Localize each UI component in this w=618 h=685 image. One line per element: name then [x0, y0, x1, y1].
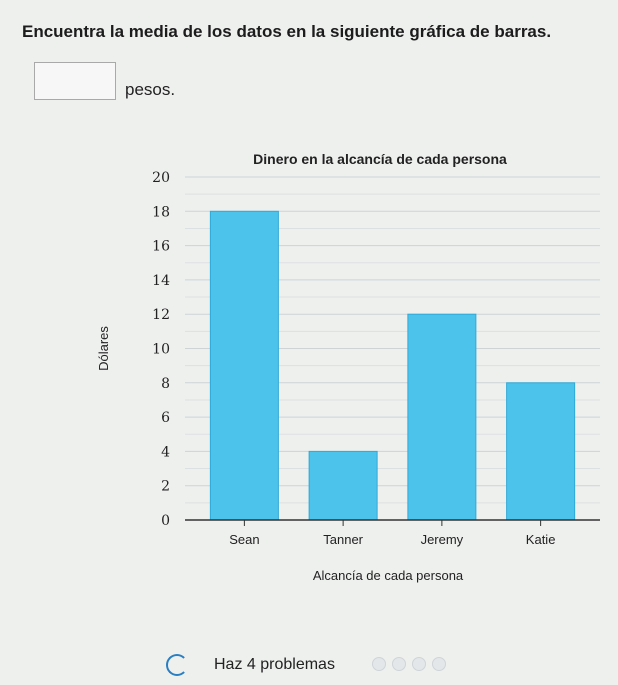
- y-tick-label: 12: [152, 307, 170, 323]
- x-tick-label: Tanner: [323, 532, 363, 547]
- bar-katie: [506, 382, 576, 521]
- progress-dot: [372, 657, 386, 671]
- y-tick-label: 0: [161, 513, 170, 529]
- answer-input[interactable]: [34, 62, 116, 100]
- y-tick-label: 8: [161, 376, 170, 392]
- problems-count-label: Haz 4 problemas: [214, 656, 335, 673]
- footer-bar: Haz 4 problemas: [0, 640, 618, 685]
- bar-tanner: [308, 450, 378, 521]
- answer-row: pesos.: [34, 62, 175, 100]
- x-tick-label: Katie: [526, 532, 556, 547]
- y-tick-label: 4: [161, 444, 170, 460]
- progress-dot: [392, 657, 406, 671]
- y-tick-label: 2: [161, 479, 170, 495]
- chart-title: Dinero en la alcancía de cada persona: [253, 151, 507, 167]
- bar-sean: [209, 210, 279, 521]
- x-tick-label: Jeremy: [421, 532, 464, 547]
- refresh-icon[interactable]: [166, 654, 188, 676]
- y-tick-label: 10: [152, 342, 170, 358]
- y-tick-label: 14: [152, 273, 170, 289]
- answer-unit: pesos.: [125, 80, 176, 99]
- y-tick-label: 16: [152, 239, 170, 255]
- progress-dot: [432, 657, 446, 671]
- y-tick-label: 6: [161, 410, 170, 426]
- y-tick-label: 18: [152, 204, 170, 220]
- bar-jeremy: [407, 313, 477, 521]
- x-tick-label: Sean: [229, 532, 259, 547]
- question-text: Encuentra la media de los datos en la si…: [22, 22, 552, 41]
- y-axis-label: Dólares: [96, 326, 111, 371]
- progress-dots: [372, 657, 446, 671]
- x-axis-label: Alcancía de cada persona: [313, 568, 464, 583]
- y-tick-label: 20: [152, 170, 170, 186]
- progress-dot: [412, 657, 426, 671]
